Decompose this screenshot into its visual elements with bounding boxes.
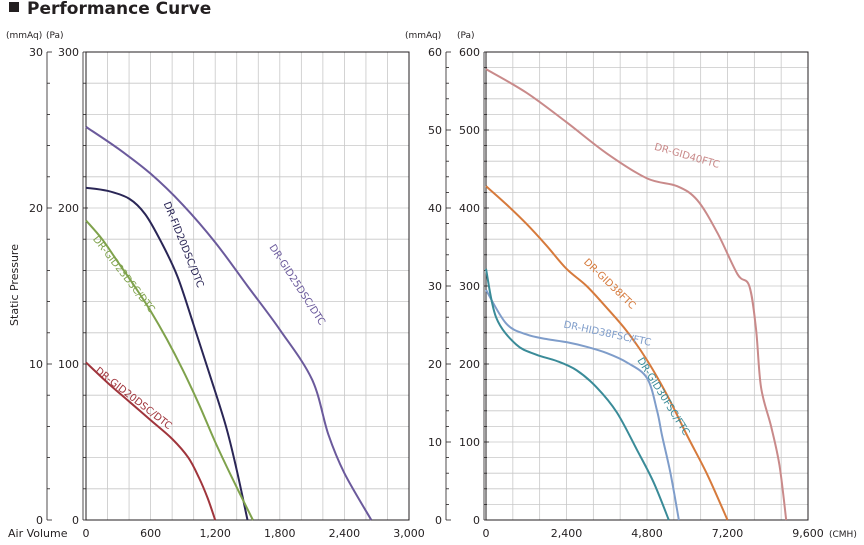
series-line-dr-gid20dsc-dtc xyxy=(85,361,217,521)
series-label: DR-FID20DSC/DTC xyxy=(161,200,206,289)
x-tick-label: 2,400 xyxy=(329,527,361,540)
series-label: DR-GID30FSC/FTC xyxy=(634,356,691,438)
x-tick-label: 0 xyxy=(83,527,90,540)
chart1-y-unit-mmaq: (mmAq) xyxy=(6,31,42,41)
y-axis-title: Static Pressure xyxy=(8,244,21,326)
series-label: DR-GID40FTC xyxy=(653,142,721,171)
y-tick-label-mmaq: 30 xyxy=(428,280,442,293)
y-tick-label-mmaq: 0 xyxy=(36,514,43,527)
y-tick-label-pa: 400 xyxy=(459,202,480,215)
chart2-grid xyxy=(485,51,809,521)
y-tick-label-pa: 600 xyxy=(459,46,480,59)
y-tick-label-pa: 200 xyxy=(58,202,79,215)
series-line-dr-gid38ftc xyxy=(485,185,729,521)
y-tick-label-pa: 0 xyxy=(473,514,480,527)
y-tick-label-mmaq: 0 xyxy=(435,514,442,527)
y-tick-label-mmaq: 20 xyxy=(428,358,442,371)
x-tick-label: 600 xyxy=(140,527,161,540)
y-tick-label-mmaq: 60 xyxy=(428,46,442,59)
x-tick-label: 2,400 xyxy=(551,527,583,540)
series-label: DR-GID38FTC xyxy=(581,257,637,312)
chart2-series xyxy=(485,68,788,521)
series-line-dr-gid25dsc-dtc xyxy=(85,126,373,521)
series-label: DR-GID20DSC/DTC xyxy=(93,365,174,432)
title-square-icon xyxy=(9,2,19,12)
y-tick-label-mmaq: 20 xyxy=(29,202,43,215)
y-tick-label-pa: 0 xyxy=(72,514,79,527)
x-tick-label: 0 xyxy=(483,527,490,540)
x-tick-label: 7,200 xyxy=(712,527,744,540)
chart1-series xyxy=(85,126,373,521)
y-tick-label-pa: 100 xyxy=(459,436,480,449)
series-label: DR-GID23DSC/DTC xyxy=(90,234,157,315)
series-line-dr-gid30fsc-ftc xyxy=(485,268,670,521)
series-line-dr-hid38fsc-ftc xyxy=(485,289,680,521)
x-tick-label: 1,800 xyxy=(264,527,296,540)
y-tick-label-mmaq: 30 xyxy=(29,46,43,59)
page-title: Performance Curve xyxy=(27,0,211,19)
y-tick-label-mmaq: 50 xyxy=(428,124,442,137)
chart2-y-unit-pa: (Pa) xyxy=(457,31,475,41)
y-tick-label-pa: 300 xyxy=(459,280,480,293)
chart2-series-labels: DR-GID40FTCDR-GID38FTCDR-HID38FSC/FTCDR-… xyxy=(563,142,721,438)
chart2-y-unit-mmaq: (mmAq) xyxy=(405,31,441,41)
y-tick-label-pa: 200 xyxy=(459,358,480,371)
y-tick-label-pa: 300 xyxy=(58,46,79,59)
y-tick-label-pa: 500 xyxy=(459,124,480,137)
x-tick-label: 9,600 xyxy=(792,527,824,540)
x-tick-label: 4,800 xyxy=(631,527,663,540)
y-tick-label-mmaq: 10 xyxy=(428,436,442,449)
series-label: DR-GID25DSC/DTC xyxy=(267,243,327,328)
series-line-dr-gid23dsc-dtc xyxy=(85,219,254,521)
chart1-grid xyxy=(85,51,410,521)
series-line-dr-gid40ftc xyxy=(485,68,788,521)
chart2-x-unit: (CMH) xyxy=(829,530,857,540)
chart1-y-unit-pa: (Pa) xyxy=(46,31,64,41)
y-tick-label-mmaq: 40 xyxy=(428,202,442,215)
y-tick-label-mmaq: 10 xyxy=(29,358,43,371)
x-tick-label: 1,200 xyxy=(199,527,231,540)
series-line-dr-fid20dsc-dtc xyxy=(85,186,249,521)
x-axis-title: Air Volume xyxy=(8,527,68,540)
y-tick-label-pa: 100 xyxy=(58,358,79,371)
x-tick-label: 3,000 xyxy=(393,527,425,540)
